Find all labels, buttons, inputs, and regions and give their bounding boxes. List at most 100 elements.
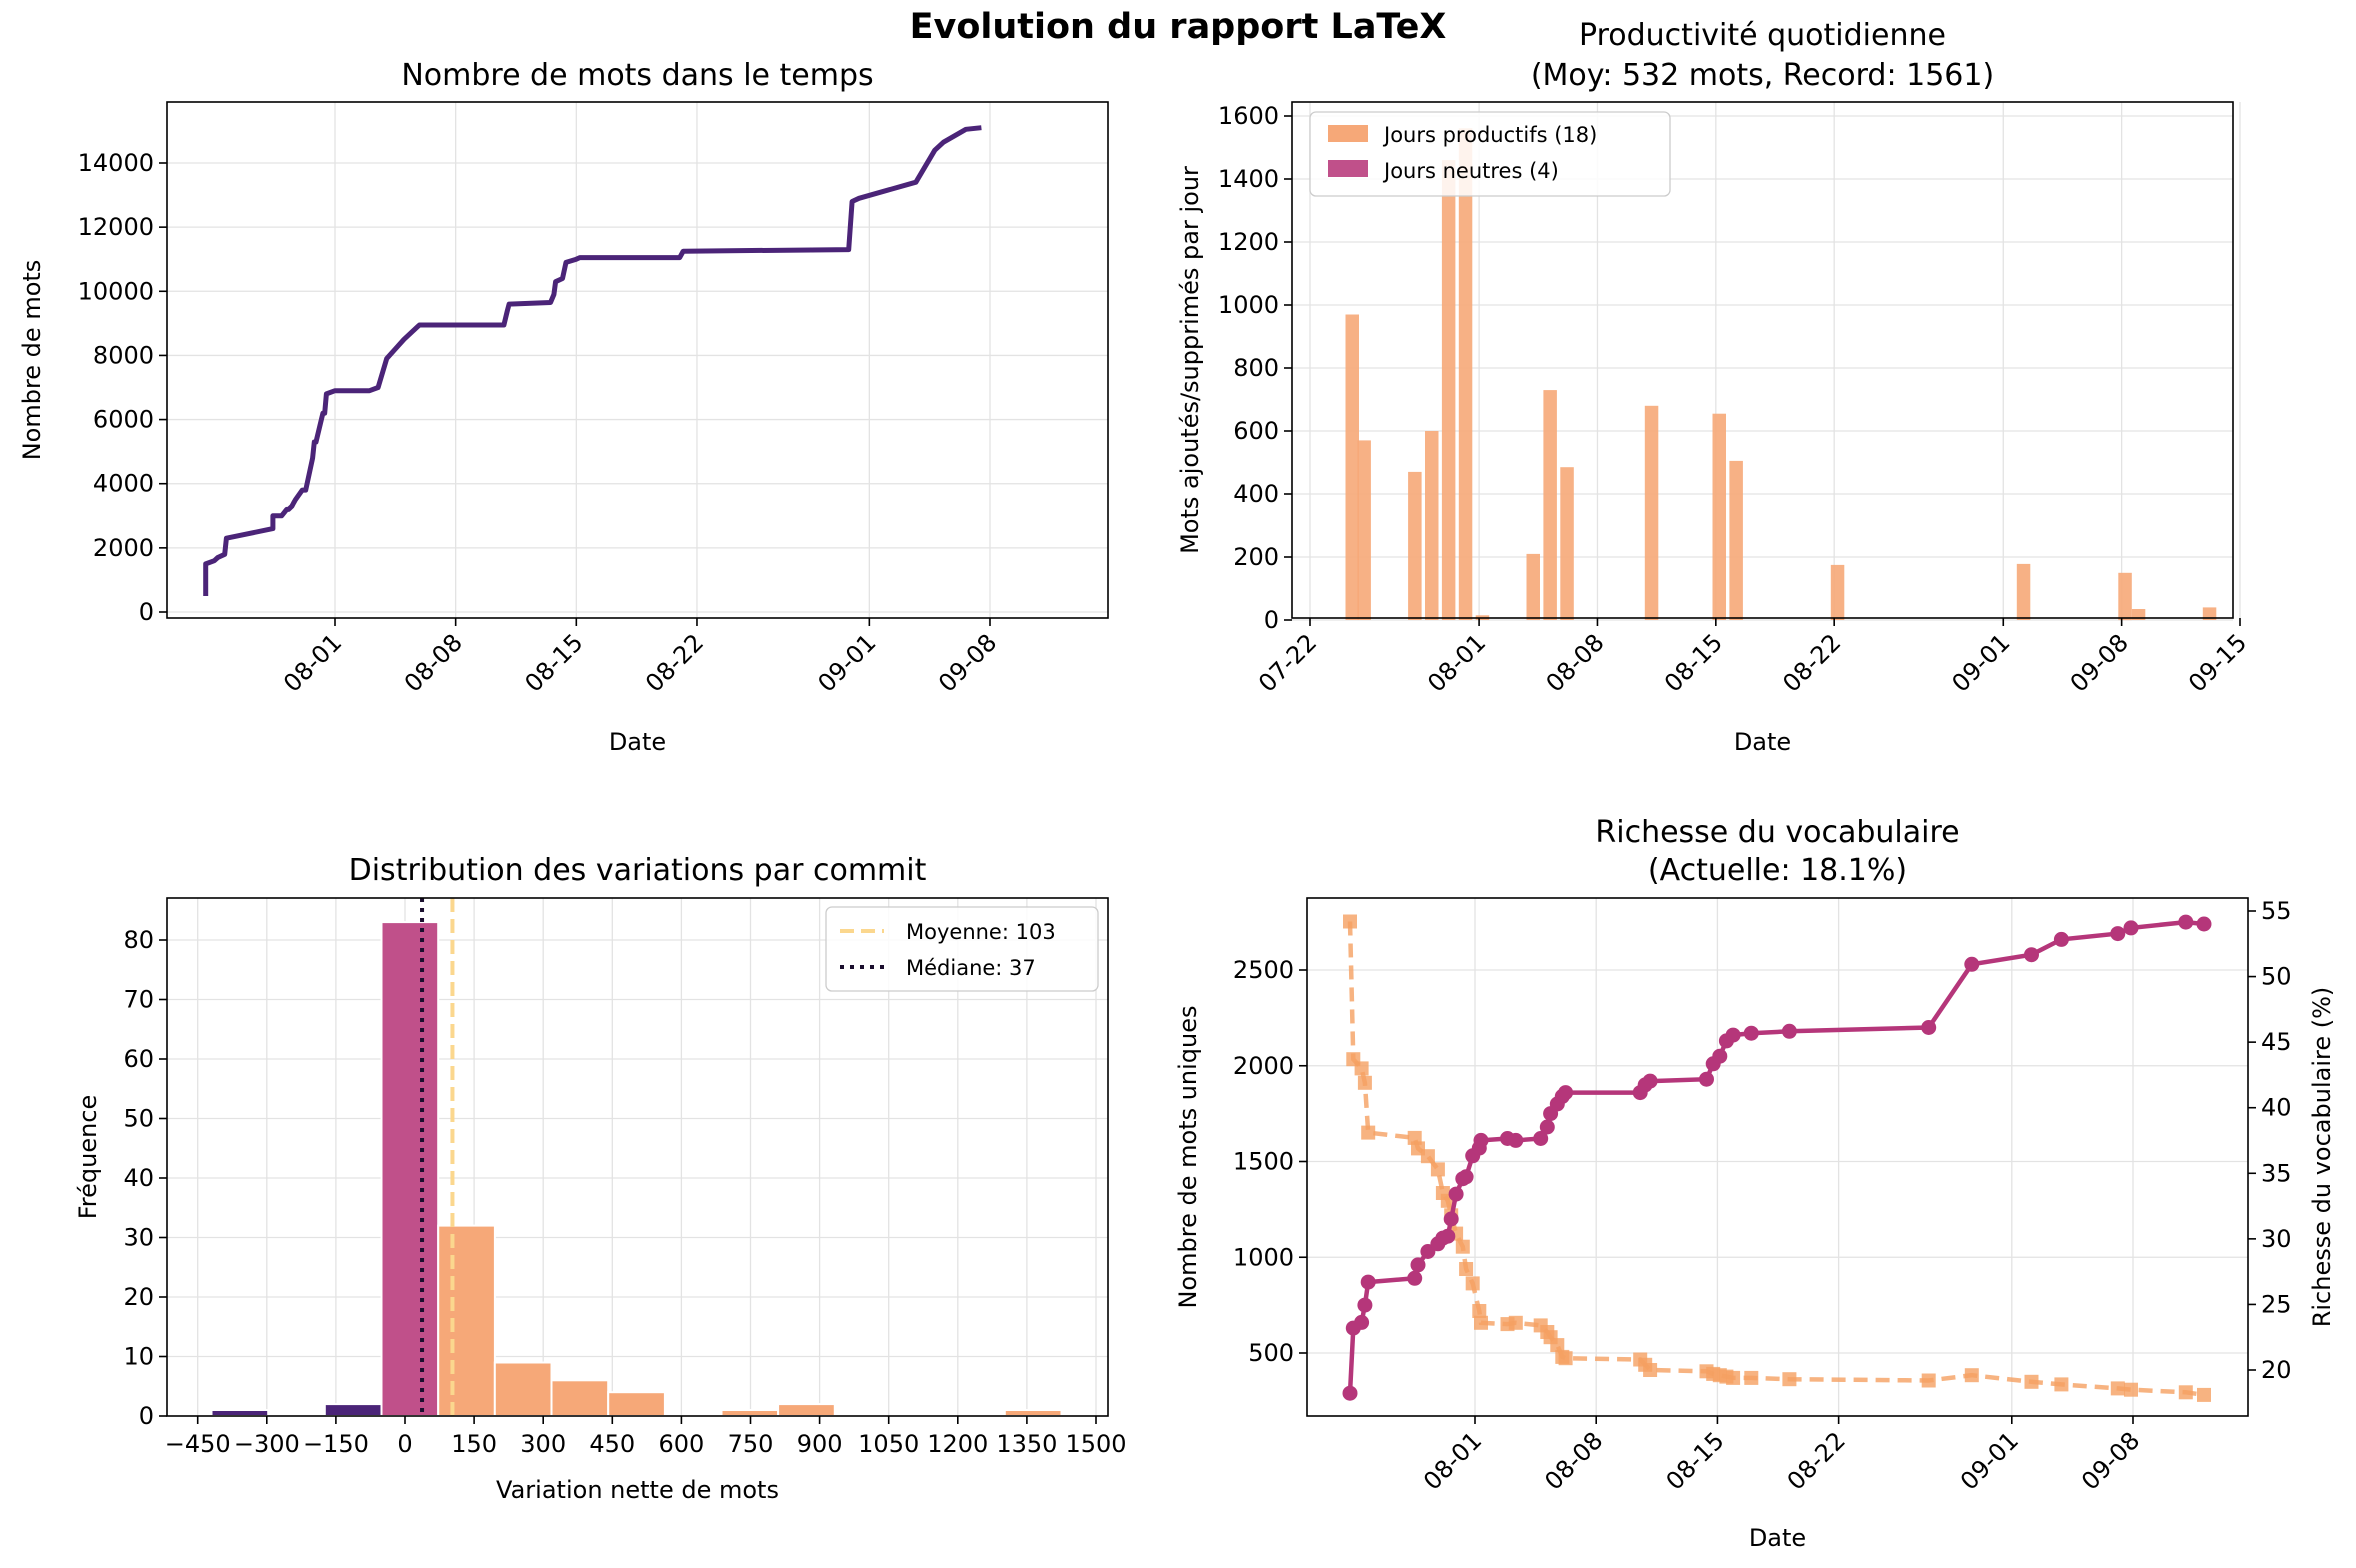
y-tick-label: 2000 [1233,1052,1294,1080]
richness-marker [1508,1315,1523,1330]
productivity-bar [2202,607,2217,620]
y-tick-right-label: 30 [2261,1225,2292,1253]
legend: Jours productifs (18) Jours neutres (4) [1309,111,1671,197]
x-tick-label: 450 [589,1430,635,1458]
x-tick-label: −300 [234,1430,300,1458]
productivity-bar [1543,390,1557,620]
histogram-bar [437,1224,496,1417]
x-tick-label: 1350 [996,1430,1057,1458]
unique-words-marker [2110,926,2126,942]
panel-word-count: 0 2000 4000 6000 8000 10000 12000 14000 08-01 08-… [18,58,1109,756]
y-tick-label: 20 [123,1283,154,1311]
x-tick-label: 08-22 [640,628,709,697]
productivity-bar [2118,572,2132,621]
x-tick-label: 09-08 [2065,628,2134,697]
richness-marker [1420,1149,1435,1164]
productivity-bar [1441,160,1456,620]
unique-words-marker [1407,1270,1423,1286]
x-tick-label: 08-08 [1541,628,1610,697]
richness-marker [1357,1075,1372,1090]
x-tick-label: 300 [520,1430,566,1458]
x-tick-label: 08-22 [1777,628,1846,697]
unique-words-marker [1533,1131,1549,1146]
y-tick-right-label: 55 [2261,897,2292,925]
histogram-bar [550,1379,610,1418]
y-tick-label: 12000 [78,213,154,241]
x-axis-label: Date [1749,1524,1806,1552]
legend-label-mean: Moyenne: 103 [906,920,1056,944]
productivity-bar [2131,609,2146,620]
y-tick-label: 70 [123,986,154,1014]
richness-marker [2054,1377,2069,1392]
panel-variation-distribution: 0 10 20 30 40 50 60 70 80 −450 −300 −150 0 150 300 450 6… [74,853,1127,1504]
y-tick-right-label: 45 [2261,1028,2292,1056]
unique-words-marker [1360,1274,1376,1290]
legend-swatch-productive [1328,125,1368,142]
histogram-bar [720,1409,780,1417]
x-tick-label: 09-08 [2076,1426,2145,1495]
unique-words-marker [1712,1048,1728,1064]
productivity-bar [1458,128,1473,621]
unique-words-marker [1964,956,1980,972]
richness-marker [2197,1387,2211,1402]
x-tick-label: 08-22 [1782,1426,1851,1495]
chart-title-line1: Productivité quotidienne [1579,18,1946,53]
y-tick-label: 4000 [93,470,154,498]
y-tick-label: 400 [1233,480,1279,508]
unique-words-marker [1725,1027,1741,1043]
y-tick-label: 1500 [1233,1148,1294,1176]
y-axis-right-label: Richesse du vocabulaire (%) [2308,987,2336,1328]
richness-marker [2178,1385,2193,1400]
productivity-bar [1830,564,1845,620]
x-tick-label: 0 [397,1430,412,1458]
richness-marker [1455,1239,1470,1254]
richness-marker [1465,1276,1480,1291]
y-tick-label: 10 [123,1343,154,1371]
productivity-bar [1560,467,1574,620]
y-tick-right-label: 25 [2261,1290,2292,1318]
x-tick-label: 1050 [858,1430,919,1458]
richness-marker [1472,1304,1487,1318]
legend-swatch-neutral [1328,160,1368,177]
unique-words-marker [2123,920,2139,936]
y-tick-label: 1200 [1218,228,1279,256]
plot-frame [166,101,1109,619]
y-tick-label: 1400 [1218,165,1279,193]
unique-words-marker [1458,1169,1474,1185]
x-tick-label: 08-15 [519,628,588,697]
unique-words-marker [1539,1119,1555,1135]
unique-words-marker [1508,1132,1524,1148]
x-tick-label: 1500 [1065,1430,1126,1458]
unique-words-marker [1410,1257,1426,1273]
histogram-bar [493,1361,553,1417]
unique-words-marker [2178,914,2194,930]
x-tick-label: 08-08 [1539,1426,1608,1495]
y-tick-label: 1600 [1218,102,1279,130]
y-tick-label: 40 [123,1164,154,1192]
richness-marker [1361,1125,1376,1140]
chart-title-line2: (Actuelle: 18.1%) [1648,853,1907,888]
unique-words-marker [1743,1025,1759,1041]
x-tick-label: 09-08 [933,628,1002,697]
unique-words-marker [1921,1020,1937,1035]
richness-marker [1744,1370,1759,1385]
x-tick-label: −150 [303,1430,369,1458]
y-axis-label: Fréquence [74,1095,102,1220]
richness-marker [1558,1351,1573,1366]
y-tick-right-label: 40 [2261,1094,2292,1122]
productivity-bar [1345,314,1359,620]
productivity-bar [1526,553,1540,620]
y-axis-label: Nombre de mots [18,260,46,461]
chart-title: Nombre de mots dans le temps [401,58,873,93]
richness-marker [1782,1372,1797,1387]
y-tick-label: 2000 [93,534,154,562]
figure-title: Evolution du rapport LaTeX [910,7,1447,47]
richness-marker [1343,914,1357,929]
x-tick-label: 1200 [927,1430,988,1458]
histogram-bar [323,1403,383,1417]
plot-frame [166,897,1109,1417]
panel-daily-productivity: 0 200 400 600 800 1000 1200 1400 1600 07-22 08-01 0… [1176,18,2252,756]
richness-marker [1643,1363,1658,1377]
histogram-bar [777,1403,836,1417]
y-tick-label: 14000 [78,149,154,177]
